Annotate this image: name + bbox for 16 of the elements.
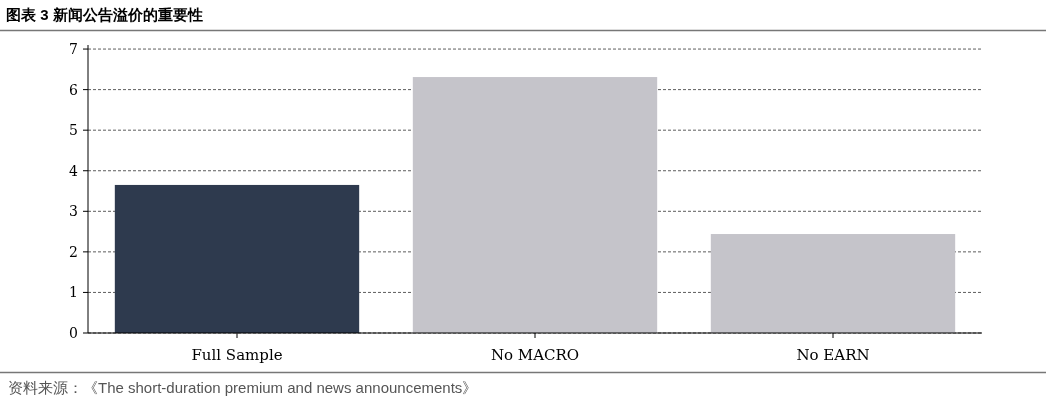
x-tick-label: No EARN [796,346,870,364]
y-tick-label: 7 [69,41,78,58]
y-tick-label: 2 [69,243,78,260]
x-tick-label: No MACRO [490,346,580,364]
bar [412,77,658,333]
bar [710,234,956,333]
y-tick-label: 4 [69,162,79,179]
chart-title: 图表 3 新闻公告溢价的重要性 [6,6,203,23]
text: 资料来源：《The short-duration premium and news announcements》 [8,379,478,396]
y-tick-label: 5 [69,122,78,139]
y-tick-label: 3 [69,203,78,220]
y-tick-label: 1 [69,284,78,301]
x-tick-label: Full Sample [191,346,283,364]
y-tick-label: 0 [69,325,78,341]
y-tick-label: 6 [69,81,79,98]
bar [114,184,360,333]
